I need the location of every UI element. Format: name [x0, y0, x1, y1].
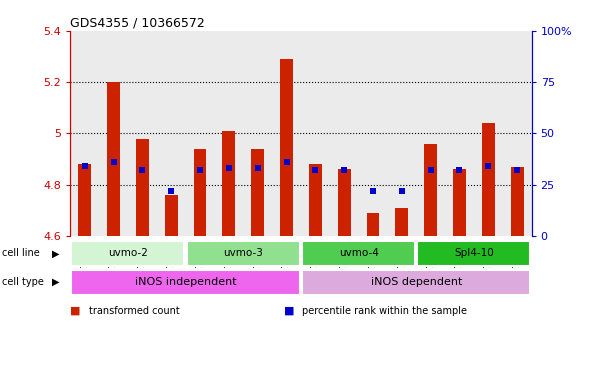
Bar: [503, 31, 532, 236]
Text: percentile rank within the sample: percentile rank within the sample: [302, 306, 467, 316]
Bar: [107, 82, 120, 236]
Text: uvmo-3: uvmo-3: [223, 248, 263, 258]
Bar: [243, 31, 272, 236]
Text: Spl4-10: Spl4-10: [454, 248, 494, 258]
Bar: [128, 31, 157, 236]
Text: GDS4355 / 10366572: GDS4355 / 10366572: [70, 17, 205, 30]
Bar: [367, 213, 379, 236]
Bar: [136, 139, 149, 236]
Text: ■: ■: [70, 306, 81, 316]
Bar: [511, 167, 524, 236]
Text: iNOS dependent: iNOS dependent: [370, 277, 462, 287]
Text: transformed count: transformed count: [89, 306, 180, 316]
Text: cell line: cell line: [2, 248, 40, 258]
Bar: [417, 241, 530, 266]
Bar: [71, 270, 300, 295]
Bar: [70, 31, 99, 236]
Bar: [387, 31, 416, 236]
Text: ■: ■: [284, 306, 295, 316]
Bar: [395, 208, 408, 236]
Bar: [99, 31, 128, 236]
Bar: [302, 241, 415, 266]
Bar: [330, 31, 359, 236]
Bar: [482, 123, 495, 236]
Bar: [187, 241, 300, 266]
Bar: [251, 149, 264, 236]
Text: uvmo-2: uvmo-2: [108, 248, 148, 258]
Bar: [474, 31, 503, 236]
Text: cell type: cell type: [2, 277, 44, 287]
Bar: [338, 169, 351, 236]
Bar: [222, 131, 235, 236]
Bar: [272, 31, 301, 236]
Bar: [302, 270, 530, 295]
Bar: [359, 31, 387, 236]
Bar: [157, 31, 186, 236]
Text: ▶: ▶: [53, 248, 60, 258]
Bar: [280, 59, 293, 236]
Bar: [453, 169, 466, 236]
Text: ▶: ▶: [53, 277, 60, 287]
Bar: [445, 31, 474, 236]
Bar: [214, 31, 243, 236]
Text: uvmo-4: uvmo-4: [338, 248, 379, 258]
Bar: [165, 195, 178, 236]
Bar: [194, 149, 207, 236]
Bar: [309, 164, 322, 236]
Bar: [301, 31, 330, 236]
Bar: [71, 241, 185, 266]
Text: iNOS independent: iNOS independent: [135, 277, 236, 287]
Bar: [78, 164, 91, 236]
Bar: [186, 31, 214, 236]
Bar: [416, 31, 445, 236]
Bar: [424, 144, 437, 236]
